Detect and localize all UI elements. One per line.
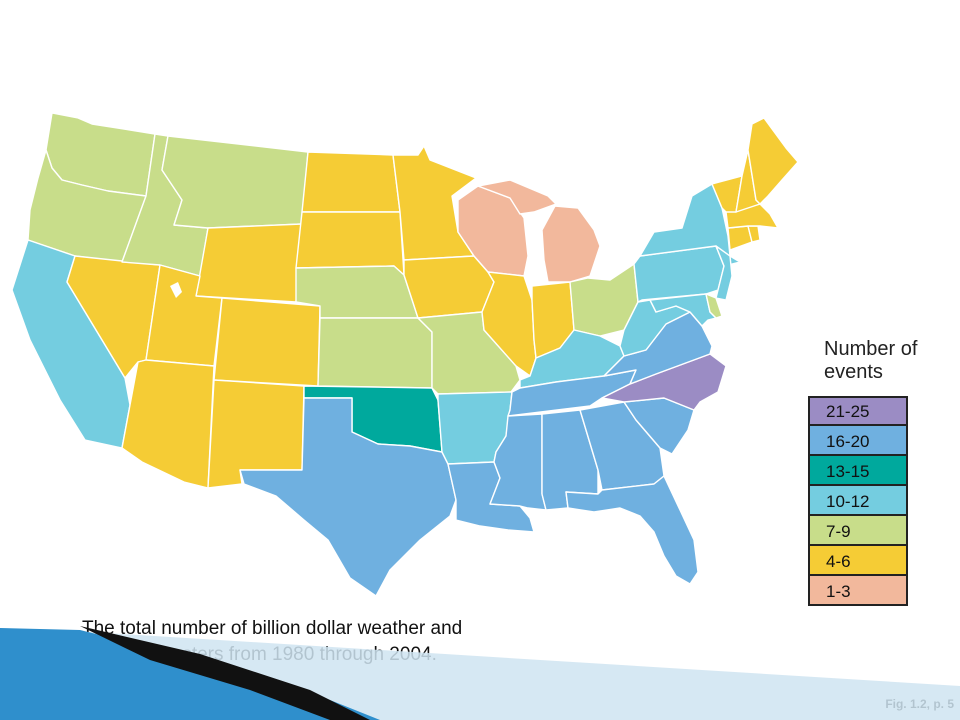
- legend-item: 16-20: [808, 426, 948, 456]
- state-co: [213, 297, 321, 387]
- state-az: [121, 359, 215, 489]
- great-salt-lake: [170, 282, 182, 298]
- legend-title: Number of events: [824, 338, 918, 383]
- state-mn: [392, 145, 477, 261]
- figure-reference: Fig. 1.2, p. 5: [885, 697, 954, 711]
- legend-swatch: [808, 546, 908, 576]
- state-nd: [301, 151, 401, 213]
- state-ia: [403, 255, 495, 319]
- legend-swatch: [808, 486, 908, 516]
- state-mi-upper: [477, 179, 557, 215]
- state-ks: [317, 317, 433, 389]
- legend-swatch: [808, 396, 908, 426]
- state-tx: [239, 397, 457, 597]
- legend-swatch: [808, 576, 908, 606]
- figure-caption: The total number of billion dollar weath…: [82, 618, 463, 665]
- state-mi: [541, 205, 601, 283]
- state-wy: [195, 223, 303, 303]
- legend-label: 16-20: [826, 432, 870, 451]
- legend-item: 13-15: [808, 456, 948, 486]
- state-de: [705, 293, 723, 319]
- legend-label: 21-25: [826, 402, 870, 421]
- state-mt: [161, 135, 309, 229]
- legend-swatch: [808, 516, 908, 546]
- legend-item: 7-9: [808, 516, 948, 546]
- legend-label: 13-15: [826, 462, 870, 481]
- state-me: [747, 117, 799, 205]
- legend-swatch: [808, 426, 908, 456]
- legend-label: 7-9: [826, 522, 851, 541]
- state-vt: [711, 175, 743, 213]
- legend-item: 1-3: [808, 576, 948, 606]
- state-fl: [565, 475, 699, 585]
- legend-item: 4-6: [808, 546, 948, 576]
- state-nj: [715, 245, 733, 301]
- map-legend: Number of events 21-25 16-20 13-15 10-12 7-9…: [808, 338, 948, 606]
- legend-label: 4-6: [826, 552, 851, 571]
- legend-rows: 21-25 16-20 13-15 10-12 7-9 4-6 1-3: [808, 396, 948, 606]
- legend-swatch: [808, 456, 908, 486]
- legend-label: 10-12: [826, 492, 870, 511]
- legend-label: 1-3: [826, 582, 851, 601]
- legend-item: 10-12: [808, 486, 948, 516]
- legend-item: 21-25: [808, 396, 948, 426]
